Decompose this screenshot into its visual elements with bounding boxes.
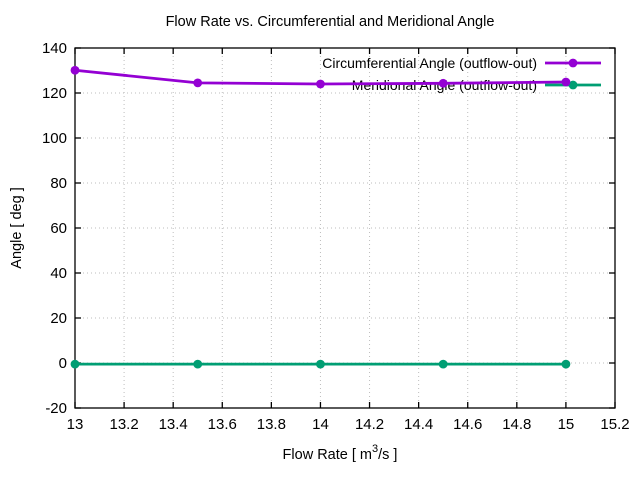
y-tick-label: 60	[50, 220, 67, 237]
y-tick-label: 140	[42, 40, 67, 57]
data-point-series-1	[193, 359, 203, 369]
x-tick-label: 14.2	[355, 416, 384, 433]
legend-label-circumferential-angle: Circumferential Angle (outflow-out)	[322, 55, 537, 71]
y-tick-label: -20	[45, 400, 67, 417]
x-axis-label: Flow Rate [ m3/s ]	[283, 443, 398, 463]
x-axis-label-prefix: Flow Rate [ m	[283, 447, 372, 463]
y-tick-label: 80	[50, 175, 67, 192]
data-point-series-1	[561, 359, 571, 369]
x-tick-label: 14.8	[502, 416, 531, 433]
y-tick-label: 20	[50, 310, 67, 327]
x-tick-label: 14.4	[404, 416, 433, 433]
legend: Circumferential Angle (outflow-out) Meri…	[322, 55, 601, 93]
x-tick-label: 14.6	[453, 416, 482, 433]
x-tick-label: 15	[558, 416, 575, 433]
x-tick-label: 13.6	[208, 416, 237, 433]
legend-point-sample-meridional	[568, 80, 578, 90]
data-point-series-1	[438, 359, 448, 369]
x-axis-label-superscript: 3	[372, 443, 378, 455]
data-point-series-0	[70, 65, 80, 75]
legend-point-sample-circumferential	[568, 58, 578, 68]
x-axis-label-suffix: /s ]	[378, 447, 397, 463]
x-tick-label: 13	[67, 416, 84, 433]
x-tick-label: 14	[312, 416, 329, 433]
data-point-series-0	[316, 79, 325, 89]
data-point-series-1	[316, 359, 325, 369]
x-tick-label: 13.8	[257, 416, 286, 433]
y-tick-label: 0	[59, 355, 67, 372]
tick-label-layer: 13 13.2 13.4 13.6 13.8 14 14.2 14.4 14.6 14.8 15 15…	[42, 40, 630, 433]
y-tick-label: 40	[50, 265, 67, 282]
grid-layer	[74, 47, 616, 409]
x-tick-label: 15.2	[600, 416, 629, 433]
x-tick-label: 13.2	[109, 416, 138, 433]
plot-border	[74, 47, 616, 409]
data-point-series-0	[193, 78, 203, 88]
chart-title: Flow Rate vs. Circumferential and Meridi…	[166, 14, 495, 30]
data-point-series-0	[438, 78, 448, 88]
data-point-series-0	[561, 77, 571, 87]
x-tick-label: 13.4	[159, 416, 188, 433]
y-tick-label: 120	[42, 85, 67, 102]
data-point-series-1	[70, 359, 80, 369]
series-layer	[70, 65, 571, 369]
y-axis-label: Angle [ deg ]	[9, 187, 25, 268]
y-tick-label: 100	[42, 130, 67, 147]
